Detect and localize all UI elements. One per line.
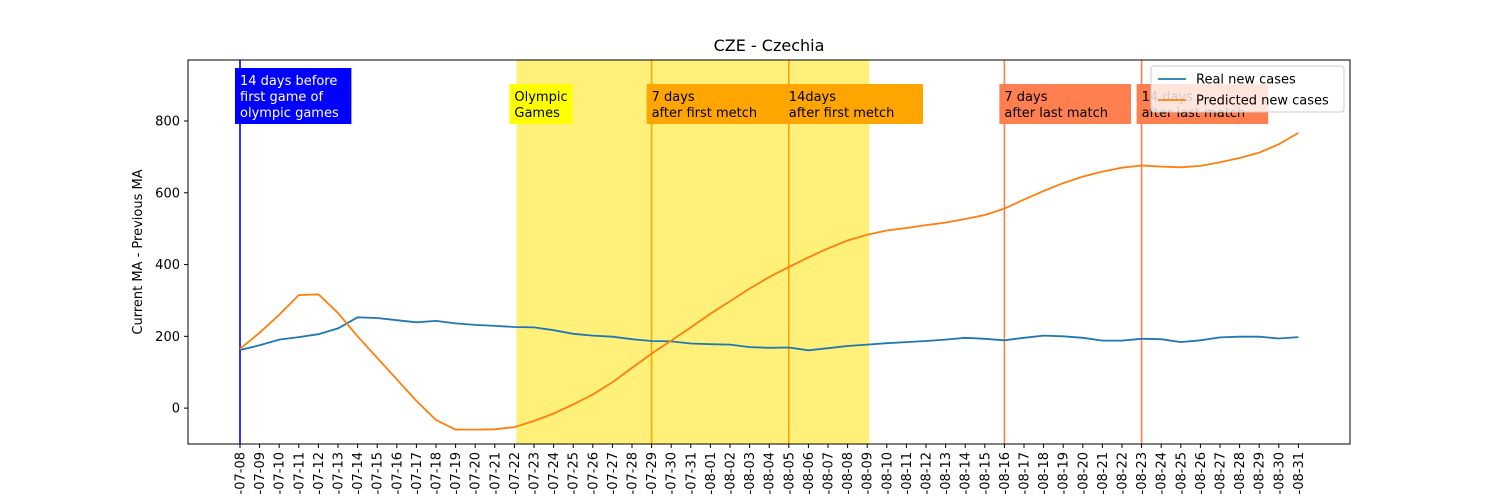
x-tick-label: -08-01 — [704, 452, 719, 494]
x-tick-label: -07-28 — [626, 452, 641, 494]
x-tick-label: -08-31 — [1292, 452, 1307, 494]
chart-title: CZE - Czechia — [714, 36, 825, 55]
legend-box — [1150, 65, 1345, 113]
x-tick-label: -08-25 — [1174, 452, 1189, 494]
x-tick-label: -08-04 — [763, 452, 778, 494]
event-label-text: after first metch — [789, 106, 895, 121]
event-label-text: Olympic — [514, 90, 567, 105]
x-tick-label: -07-11 — [292, 452, 307, 494]
x-tick-label: -07-09 — [253, 452, 268, 494]
x-tick-label: -08-23 — [1135, 452, 1150, 494]
x-tick-label: -07-31 — [684, 452, 699, 494]
y-tick-label: 200 — [155, 330, 180, 345]
x-tick-label: -07-27 — [606, 452, 621, 494]
x-tick-label: -07-15 — [371, 452, 386, 494]
y-tick-label: 0 — [172, 402, 180, 417]
x-tick-label: -08-24 — [1155, 452, 1170, 494]
event-label-box — [509, 84, 573, 124]
x-tick-label: -08-09 — [861, 452, 876, 494]
axis-ticks-layer: 0 200 400 600 800 -07-08 -07-09 -07-10 -07-11 -07… — [155, 115, 1307, 495]
x-tick-label: -08-28 — [1233, 452, 1248, 494]
x-tick-label: -07-14 — [351, 452, 366, 494]
x-tick-label: -08-03 — [743, 452, 758, 494]
x-tick-label: -08-11 — [900, 452, 915, 494]
x-tick-label: -08-15 — [978, 452, 993, 494]
x-tick-label: -07-29 — [645, 452, 660, 494]
x-tick-label: -07-12 — [312, 452, 327, 494]
y-tick-label: 800 — [155, 115, 180, 130]
x-tick-label: -07-30 — [665, 452, 680, 494]
x-tick-label: -08-02 — [724, 452, 739, 494]
legend-entry-label: Real new cases — [1196, 73, 1296, 88]
event-label-text: Games — [514, 106, 560, 121]
legend: Real new cases Predicted new cases — [1150, 65, 1345, 113]
event-label-text: 7 days — [652, 90, 695, 105]
event-label-text: 14days — [789, 90, 836, 105]
plot-frame — [187, 59, 1351, 445]
x-tick-label: -08-30 — [1272, 452, 1287, 494]
y-tick-label: 600 — [155, 186, 180, 201]
event-label-box — [783, 84, 923, 124]
x-tick-label: -08-12 — [920, 452, 935, 494]
x-tick-label: -08-14 — [959, 452, 974, 494]
event-label-box — [235, 68, 352, 124]
x-tick-label: -08-21 — [1096, 452, 1111, 494]
series-line-0 — [239, 316, 1299, 352]
x-tick-label: -07-10 — [273, 452, 288, 494]
x-tick-label: -07-23 — [528, 452, 543, 494]
x-tick-label: -08-22 — [1116, 452, 1131, 494]
event-label-box — [999, 84, 1131, 124]
x-tick-label: -07-21 — [488, 452, 503, 494]
x-tick-label: -08-27 — [1214, 452, 1229, 494]
event-label-box — [646, 84, 786, 124]
event-label-text: olympic games — [240, 106, 339, 121]
event-label-text: 14 days before — [240, 74, 337, 89]
event-label-text: first game of — [240, 90, 324, 105]
x-tick-label: -08-05 — [782, 452, 797, 494]
x-tick-label: -07-17 — [410, 452, 425, 494]
x-tick-label: -08-19 — [1057, 452, 1072, 494]
legend-entry-label: Predicted new cases — [1196, 94, 1329, 109]
x-tick-label: -07-16 — [390, 452, 405, 494]
series-line-1 — [239, 132, 1299, 431]
x-tick-label: -08-17 — [1018, 452, 1033, 494]
x-tick-label: -08-10 — [880, 452, 895, 494]
x-tick-label: -08-26 — [1194, 452, 1209, 494]
x-tick-label: -07-25 — [567, 452, 582, 494]
event-label-text: 7 days — [1004, 90, 1047, 105]
event-label-text: after last match — [1004, 106, 1108, 121]
x-tick-label: -08-08 — [841, 452, 856, 494]
x-tick-label: -08-18 — [1037, 452, 1052, 494]
x-tick-label: -07-24 — [547, 452, 562, 494]
x-tick-label: -07-13 — [332, 452, 347, 494]
x-tick-label: -08-13 — [939, 452, 954, 494]
x-tick-label: -08-07 — [822, 452, 837, 494]
x-tick-label: -07-18 — [430, 452, 445, 494]
x-tick-label: -07-22 — [508, 452, 523, 494]
x-tick-label: -07-26 — [586, 452, 601, 494]
y-axis-label: Current MA - Previous MA — [131, 169, 146, 334]
event-label-text: after first metch — [652, 106, 758, 121]
x-tick-label: -08-20 — [1076, 452, 1091, 494]
x-tick-label: -08-06 — [802, 452, 817, 494]
x-tick-label: -07-19 — [449, 452, 464, 494]
x-tick-label: -08-16 — [998, 452, 1013, 494]
x-tick-label: -08-29 — [1253, 452, 1268, 494]
x-tick-label: -07-20 — [469, 452, 484, 494]
y-tick-label: 400 — [155, 258, 180, 273]
series-layer — [239, 132, 1299, 431]
x-tick-label: -07-08 — [234, 452, 249, 494]
